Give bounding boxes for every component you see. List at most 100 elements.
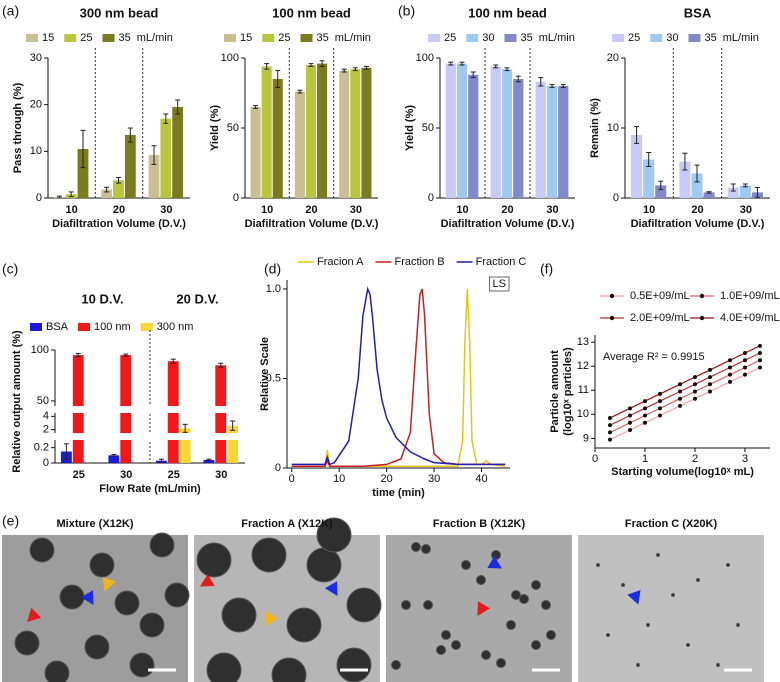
point <box>628 427 632 432</box>
legend-label: 15 <box>240 32 252 44</box>
legend-swatch <box>78 323 91 331</box>
legend-label: Fraction C <box>476 256 527 268</box>
bar <box>113 180 124 198</box>
legend-label: 2.0E+09/mL <box>630 312 690 324</box>
point <box>643 399 647 404</box>
arrowhead <box>627 589 641 605</box>
bar <box>350 69 361 198</box>
legend-swatch <box>30 323 42 331</box>
x-tick-label: 30 <box>160 204 172 216</box>
point <box>678 396 682 401</box>
y-tick-label: 1.0 <box>266 283 281 295</box>
group-label: 20 D.V. <box>176 291 218 306</box>
x-tick-label: 10 <box>456 204 468 216</box>
chart-title: BSA <box>684 5 712 20</box>
bar <box>261 66 272 199</box>
micrograph-title: Fraction A (X12K) <box>241 518 333 530</box>
x-axis-label: Diafiltration Volume (D.V.) <box>52 218 186 230</box>
arrowhead <box>265 611 279 627</box>
series-line <box>291 286 506 466</box>
legend-unit: mL/min <box>137 32 173 44</box>
annotation: LS <box>493 278 506 290</box>
bar <box>631 135 643 198</box>
particle <box>481 650 491 660</box>
x-tick-label: 40 <box>475 473 487 485</box>
y-tick-label: 100 <box>221 52 239 64</box>
bar <box>643 159 655 198</box>
y-tick-label: 9 <box>583 432 589 444</box>
particle <box>441 630 451 640</box>
x-axis-label: Diafiltration Volume (D.V.) <box>245 218 379 230</box>
point <box>643 413 647 418</box>
y-tick-label: 50 <box>227 122 239 134</box>
legend-label: 0.5E+09/mL <box>630 290 690 302</box>
bar <box>361 67 372 198</box>
point <box>708 382 712 387</box>
x-tick-label: 20 <box>381 473 393 485</box>
y-tick-label: 0 <box>233 192 239 204</box>
x-tick-label: 30 <box>428 473 440 485</box>
particle <box>476 575 486 585</box>
particle <box>696 578 700 582</box>
arrowhead <box>102 576 116 592</box>
x-tick-label: 10 <box>261 204 273 216</box>
bar <box>179 428 191 463</box>
chart-title: 100 nm bead <box>272 5 351 20</box>
y-axis-label: (log10ˣ particles) <box>562 347 574 436</box>
series-line <box>291 288 506 467</box>
y-tick-label: 50 <box>422 122 434 134</box>
y-tick-label: 0 <box>275 462 281 474</box>
bar <box>172 107 184 198</box>
bar <box>703 192 715 198</box>
particle <box>114 590 140 616</box>
particle <box>129 652 155 678</box>
annotation-box <box>489 276 510 292</box>
point <box>658 406 662 411</box>
particle <box>401 600 411 610</box>
point <box>693 396 697 401</box>
y-tick-label: 0 <box>43 457 49 469</box>
point <box>643 406 647 411</box>
point <box>743 365 747 370</box>
y-tick-label: 50 <box>37 395 49 407</box>
particle <box>346 587 382 623</box>
fit-line <box>609 352 761 426</box>
legend-label: 30 <box>666 32 678 44</box>
bar <box>294 91 305 198</box>
x-tick-label: 1 <box>642 453 648 465</box>
particle <box>336 647 372 682</box>
particle <box>621 583 625 587</box>
panel-label: (f) <box>540 261 553 277</box>
legend-unit: mL/min <box>539 32 575 44</box>
point <box>758 365 762 370</box>
micrograph-title: Mixture (X12K) <box>56 518 133 530</box>
x-tick-label: 30 <box>120 469 132 481</box>
bar <box>160 118 172 198</box>
legend-swatch <box>140 323 153 331</box>
legend-marker <box>609 315 615 321</box>
x-tick-label: 2 <box>692 453 698 465</box>
x-tick-label: 10 <box>333 473 345 485</box>
point <box>608 415 612 420</box>
axis-break <box>56 406 246 413</box>
legend-marker <box>699 293 705 299</box>
y-tick-label: 0 <box>428 192 434 204</box>
bar <box>456 63 468 198</box>
x-axis-label: Starting volume(log10ˣ mL) <box>611 466 754 478</box>
y-tick-label: 100 <box>416 52 434 64</box>
arrowhead <box>477 601 491 617</box>
bar <box>215 365 227 463</box>
arrowhead <box>199 573 215 587</box>
legend-label: 15 <box>42 32 54 44</box>
x-tick-label: 30 <box>350 204 362 216</box>
fit-line <box>609 366 761 441</box>
legend-marker <box>699 315 705 321</box>
particle <box>423 600 433 610</box>
point <box>693 382 697 387</box>
bar <box>546 86 558 198</box>
bar <box>558 86 569 198</box>
point <box>628 420 632 425</box>
x-tick-label: 30 <box>546 204 558 216</box>
bar <box>108 455 120 463</box>
point <box>693 375 697 380</box>
